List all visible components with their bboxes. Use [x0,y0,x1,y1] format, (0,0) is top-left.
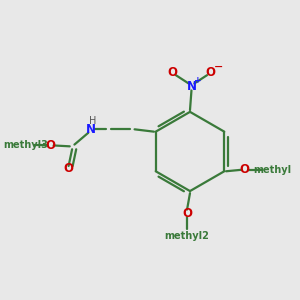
Text: methyl2: methyl2 [165,231,209,241]
Text: N: N [86,123,96,136]
Text: H: H [89,116,96,125]
Text: +: + [194,76,202,85]
Text: O: O [167,66,177,79]
Text: N: N [187,80,196,93]
Text: O: O [239,163,249,176]
Text: −: − [214,62,224,72]
Text: O: O [182,207,192,220]
Text: methyl: methyl [254,165,292,175]
Text: methyl3: methyl3 [3,140,48,151]
Text: O: O [206,66,215,79]
Text: O: O [45,139,55,152]
Text: O: O [64,162,74,176]
